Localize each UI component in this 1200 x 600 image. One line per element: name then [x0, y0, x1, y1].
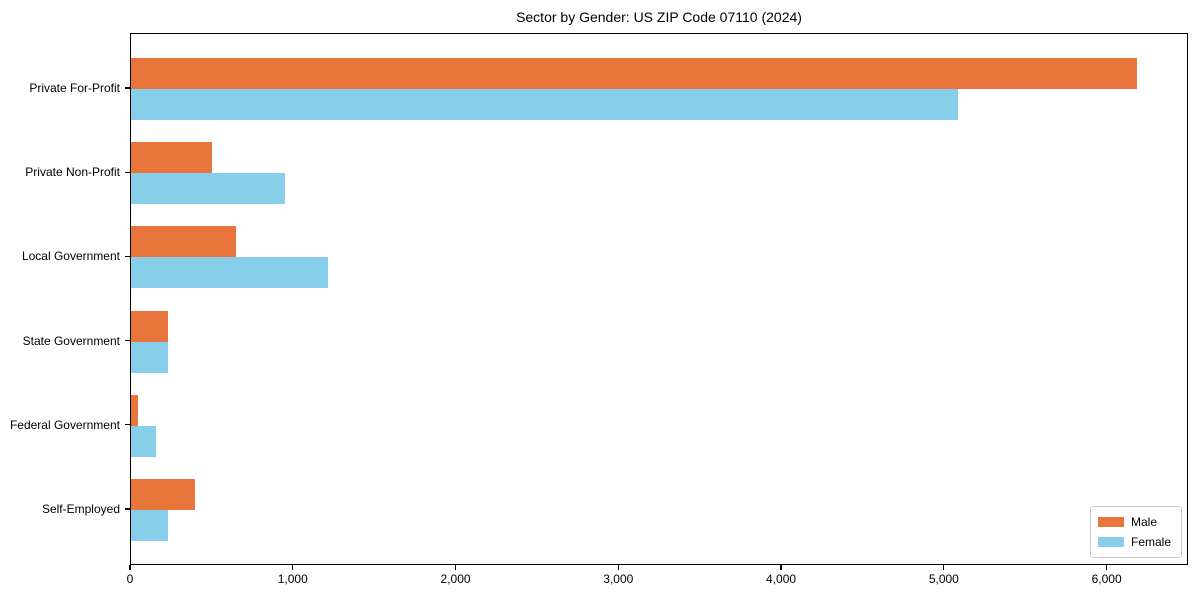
bar-female-self-employed — [131, 510, 168, 541]
bar-male-state-government — [131, 310, 168, 342]
x-axis-tick — [129, 565, 131, 570]
y-axis-tick — [125, 255, 130, 257]
x-axis-tick-label-3-000: 3,000 — [603, 572, 634, 586]
y-axis-tick — [125, 171, 130, 173]
x-axis-tick-label-2-000: 2,000 — [440, 572, 471, 586]
y-axis-label-local-government: Local Government — [21, 249, 120, 264]
bar-male-local-government — [131, 226, 236, 258]
x-axis-tick-label-5-000: 5,000 — [928, 572, 959, 586]
x-axis-tick-label-4-000: 4,000 — [766, 572, 797, 586]
legend: Male Female — [1090, 506, 1182, 558]
x-axis-tick — [292, 565, 294, 570]
y-axis-tick — [125, 87, 130, 89]
bar-male-federal-government — [131, 394, 139, 426]
x-axis-tick — [780, 565, 782, 570]
y-axis-label-private-for-profit: Private For-Profit — [29, 81, 120, 95]
x-axis-tick-label-6-000: 6,000 — [1091, 572, 1122, 586]
legend-swatch-female — [1098, 537, 1124, 547]
y-axis-label-self-employed: Self-Employed — [41, 502, 120, 516]
legend-item-male: Male — [1098, 512, 1174, 532]
y-axis-tick — [125, 424, 130, 426]
x-axis-tick — [943, 565, 945, 570]
bar-female-local-government — [131, 257, 328, 289]
chart-title: Sector by Gender: US ZIP Code 07110 (202… — [516, 9, 802, 25]
x-axis-tick — [454, 565, 457, 570]
bar-female-private-for-profit — [131, 89, 958, 120]
y-axis-label-private-non-profit: Private Non-Profit — [25, 165, 120, 180]
bar-female-private-non-profit — [131, 173, 285, 205]
bar-male-private-for-profit — [131, 58, 1137, 89]
y-axis-tick — [125, 340, 130, 342]
x-axis-tick-label-0: 0 — [126, 572, 134, 586]
x-axis-tick — [1106, 565, 1108, 570]
bar-male-private-non-profit — [131, 142, 213, 174]
legend-swatch-male — [1098, 517, 1124, 527]
legend-item-female: Female — [1098, 532, 1174, 552]
bar-female-state-government — [131, 341, 169, 373]
bar-female-federal-government — [131, 425, 157, 457]
legend-label-female: Female — [1131, 535, 1172, 549]
bar-male-self-employed — [131, 479, 196, 510]
x-axis-tick — [617, 565, 619, 570]
x-axis-tick-label-1-000: 1,000 — [277, 572, 308, 586]
y-axis-label-federal-government: Federal Government — [9, 417, 120, 432]
y-axis-tick — [125, 508, 130, 510]
plot-area — [130, 33, 1188, 565]
y-axis-label-state-government: State Government — [22, 333, 120, 348]
legend-label-male: Male — [1131, 515, 1158, 529]
